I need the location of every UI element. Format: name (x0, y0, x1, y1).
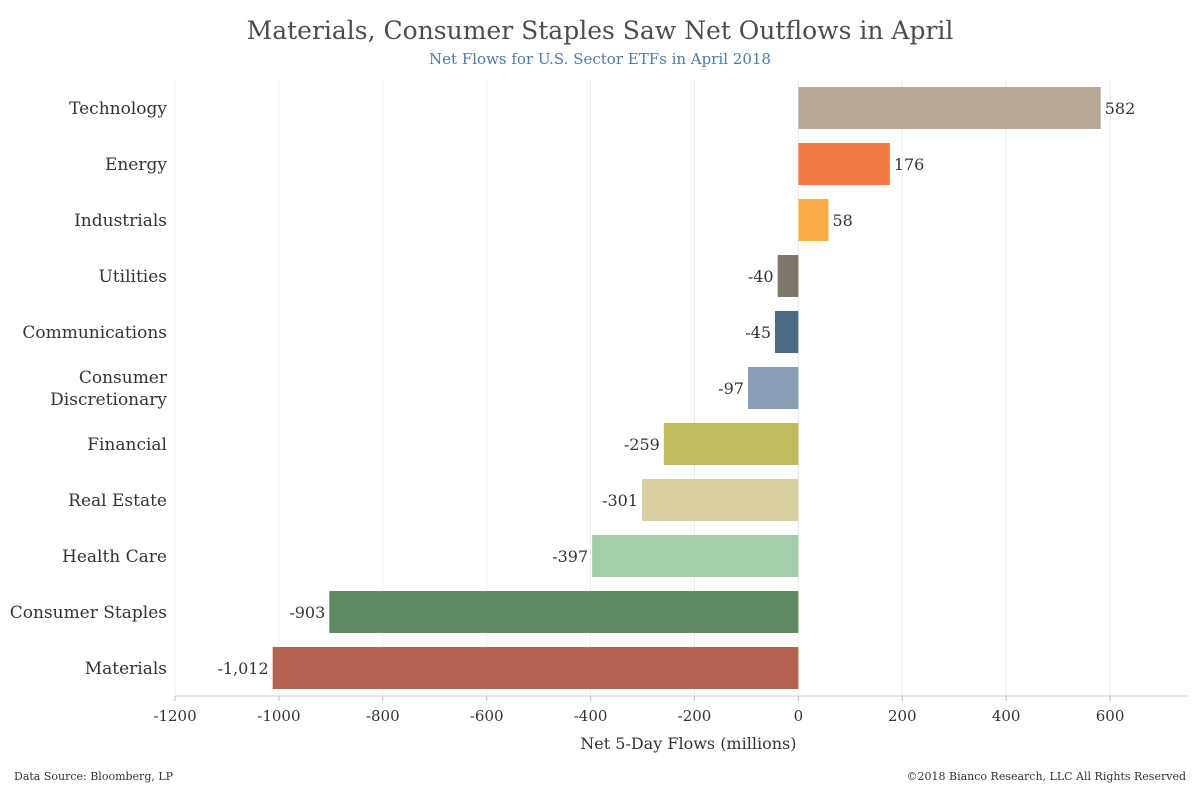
category-label: Utilities (98, 267, 167, 287)
category-label-line: Financial (87, 435, 167, 455)
bar (798, 199, 829, 241)
category-label-line: Health Care (62, 547, 167, 567)
category-label: Real Estate (68, 491, 167, 511)
x-tick-label: -200 (678, 707, 712, 725)
category-label: Energy (105, 155, 167, 175)
x-tick-label: 600 (1096, 707, 1125, 725)
category-label-line: Consumer Staples (10, 603, 167, 623)
data-label: 58 (833, 211, 853, 230)
category-label-line: Industrials (74, 211, 167, 231)
data-label: -97 (718, 379, 744, 398)
bar (798, 87, 1101, 129)
category-label-line: Discretionary (50, 390, 167, 410)
bar (329, 591, 799, 633)
x-tick-label: 0 (794, 707, 804, 725)
category-label: Communications (22, 323, 167, 343)
category-label: Materials (85, 659, 167, 679)
category-label: Technology (69, 99, 167, 119)
bar (775, 311, 799, 353)
category-label-line: Communications (22, 323, 167, 343)
bar (642, 479, 799, 521)
x-axis-title: Net 5-Day Flows (millions) (580, 734, 796, 753)
x-tick-label: 200 (888, 707, 917, 725)
copyright-note: ©2018 Bianco Research, LLC All Rights Re… (906, 770, 1186, 783)
x-tick-label: -800 (366, 707, 400, 725)
data-label: -397 (552, 547, 588, 566)
x-tick-label: -400 (574, 707, 608, 725)
data-label: -45 (745, 323, 771, 342)
bar (663, 423, 799, 465)
category-label: Consumer Discretionary (50, 368, 168, 410)
data-label: -40 (748, 267, 774, 286)
category-label: Consumer Staples (10, 603, 167, 623)
category-label-line: Energy (105, 155, 167, 175)
data-label: 176 (894, 155, 925, 174)
bar (777, 255, 799, 297)
bar (747, 367, 799, 409)
category-label: Industrials (74, 211, 167, 231)
data-label: -301 (602, 491, 638, 510)
chart-subtitle: Net Flows for U.S. Sector ETFs in April … (429, 50, 771, 68)
category-label-line: Utilities (98, 267, 167, 287)
x-tick-label: -1000 (257, 707, 300, 725)
bar (272, 647, 799, 689)
category-label-line: Consumer (79, 368, 168, 388)
bar (798, 143, 890, 185)
x-tick-label: -600 (470, 707, 504, 725)
category-label-line: Materials (85, 659, 167, 679)
category-label-line: Real Estate (68, 491, 167, 511)
bar (592, 535, 799, 577)
category-label: Health Care (62, 547, 167, 567)
data-label: -1,012 (217, 659, 268, 678)
chart-title: Materials, Consumer Staples Saw Net Outf… (246, 16, 954, 45)
data-label: -259 (624, 435, 660, 454)
data-source-note: Data Source: Bloomberg, LP (14, 770, 174, 783)
data-label: 582 (1105, 99, 1136, 118)
x-tick-label: -1200 (153, 707, 196, 725)
x-tick-label: 400 (992, 707, 1021, 725)
category-label-line: Technology (69, 99, 167, 119)
category-label: Financial (87, 435, 167, 455)
data-label: -903 (289, 603, 325, 622)
